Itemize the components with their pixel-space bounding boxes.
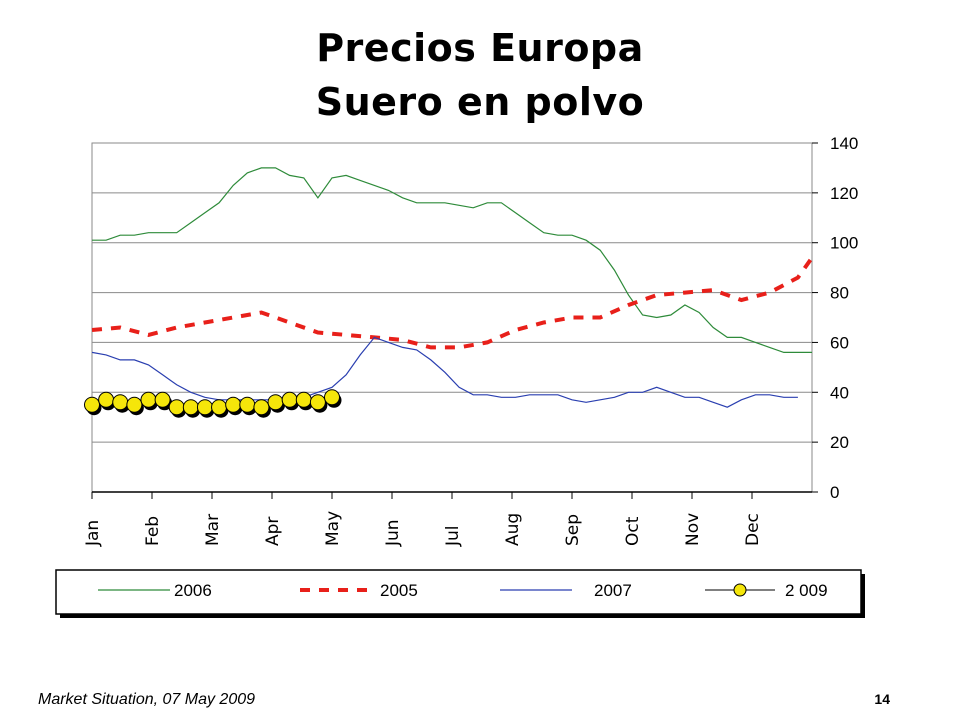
x-tick-label-dec: Dec <box>743 513 763 546</box>
x-tick-label-sep: Sep <box>563 514 583 546</box>
x-tick-label-jun: Jun <box>383 519 403 547</box>
x-tick-label-oct: Oct <box>623 516 643 546</box>
series-2009-point <box>168 399 185 416</box>
y-tick-label: 40 <box>830 383 849 402</box>
x-tick-label-mar: Mar <box>203 514 223 546</box>
series-2009-point <box>211 399 228 416</box>
series-2007-line <box>91 336 798 408</box>
y-tick-label: 0 <box>830 483 839 502</box>
y-tick-label: 80 <box>830 284 849 303</box>
x-tick-label-jan: Jan <box>83 520 103 547</box>
series-2009-point <box>295 391 312 408</box>
chart-title-line-1: Precios Europa <box>316 26 644 70</box>
series-2009-point <box>225 396 242 413</box>
chart-title-line-2: Suero en polvo <box>315 80 645 124</box>
footer-source: Market Situation, 07 May 2009 <box>38 691 256 708</box>
series-2009-point <box>84 396 100 413</box>
x-tick-label-jul: Jul <box>443 525 463 547</box>
legend-2009-label: 2 009 <box>785 581 828 600</box>
x-tick-label-apr: Apr <box>263 517 283 546</box>
legend-box <box>55 569 862 615</box>
series-2009-point <box>239 396 256 413</box>
series-2009-point <box>182 399 199 416</box>
y-tick-label: 120 <box>830 184 858 203</box>
legend-2006-label: 2006 <box>174 581 212 600</box>
series-2009-point <box>196 399 213 416</box>
series-2009-point <box>253 399 270 416</box>
y-tick-label: 100 <box>830 234 858 253</box>
series-2006-line <box>92 167 812 353</box>
series-2009-point <box>112 394 129 411</box>
series-2009-point <box>309 394 326 411</box>
page-number: 14 <box>874 691 890 707</box>
x-tick-label-may: May <box>323 511 343 546</box>
series-2009-point <box>281 391 298 408</box>
x-tick-label-nov: Nov <box>683 513 703 546</box>
series-2009-point <box>154 391 171 408</box>
series-2009-point <box>126 396 143 413</box>
y-tick-label: 60 <box>830 333 849 352</box>
series-2009-point <box>324 389 340 406</box>
x-tick-label-feb: Feb <box>143 516 163 546</box>
legend-2009-marker <box>733 583 747 597</box>
series-2005-line <box>91 256 814 350</box>
legend-2005-label: 2005 <box>380 581 418 600</box>
legend-2007-label: 2007 <box>594 581 632 600</box>
y-tick-label: 20 <box>830 433 849 452</box>
series-2009-point <box>140 391 157 408</box>
series-2009-point <box>267 394 284 411</box>
x-tick-label-aug: Aug <box>503 513 523 546</box>
series-2009-point <box>98 391 115 408</box>
y-tick-label: 140 <box>830 134 858 153</box>
